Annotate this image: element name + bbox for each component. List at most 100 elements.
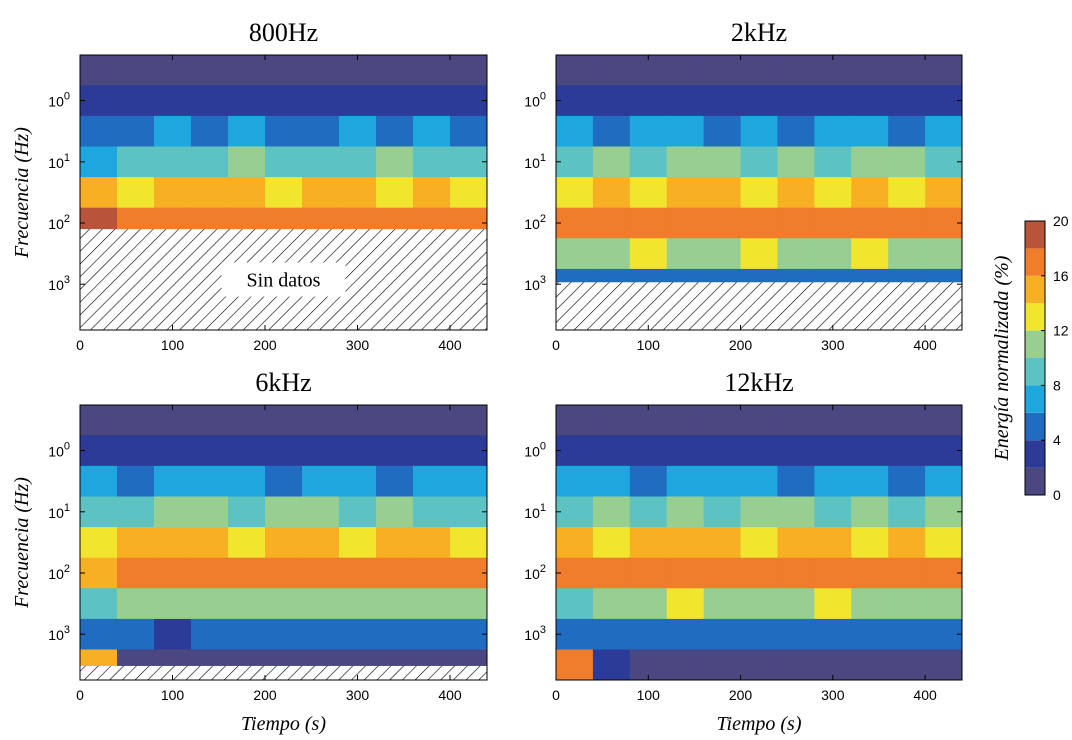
contour-cell	[117, 465, 155, 497]
colorbar-tick-label: 12	[1053, 323, 1069, 339]
contour-cell	[666, 115, 705, 147]
contour-cell	[777, 465, 815, 497]
contour-cell	[740, 588, 778, 620]
contour-cell	[703, 435, 742, 467]
contour-cell	[777, 557, 815, 589]
contour-cell	[592, 649, 631, 680]
contour-cell	[154, 557, 192, 589]
contour-cell	[777, 55, 815, 86]
contour-cell	[556, 588, 594, 620]
plot-area	[556, 405, 962, 680]
contour-cell	[117, 527, 155, 559]
contour-cell	[925, 465, 962, 497]
contour-cell	[154, 115, 192, 147]
colorbar-segment	[1025, 385, 1045, 413]
plot-area	[80, 55, 487, 330]
contour-cell	[191, 115, 229, 147]
contour-cell	[154, 496, 192, 528]
contour-cell	[80, 146, 118, 178]
contour-cell	[703, 238, 742, 270]
contour-cell	[556, 177, 594, 209]
contour-cell	[888, 588, 926, 620]
contour-cell	[666, 146, 705, 178]
contour-cell	[450, 465, 487, 497]
contour-cell	[265, 465, 303, 497]
contour-cell	[80, 115, 118, 147]
contour-cell	[191, 85, 229, 117]
contour-cell	[814, 435, 852, 467]
contour-cell	[80, 55, 118, 86]
y-tick-label: 101	[48, 502, 70, 521]
contour-cell	[740, 115, 778, 147]
contour-cell	[376, 618, 414, 651]
contour-cell	[592, 55, 631, 86]
plot-frame	[79, 404, 488, 681]
contour-cell	[191, 55, 229, 86]
contour-cell	[191, 588, 229, 620]
plot-frame	[555, 404, 963, 681]
colorbar-segment	[1025, 440, 1045, 468]
contour-cell	[629, 115, 668, 147]
x-tick-label: 100	[637, 687, 661, 703]
contour-cell	[413, 85, 451, 117]
colorbar-segment	[1025, 412, 1045, 441]
x-tick-label: 300	[346, 337, 370, 353]
contour-cell	[450, 588, 487, 620]
contour-cell	[413, 146, 451, 178]
contour-cell	[740, 557, 778, 589]
x-tick-label: 300	[821, 687, 845, 703]
contour-cell	[556, 465, 594, 497]
no-data-region	[80, 665, 487, 680]
x-tick-label: 0	[552, 337, 560, 353]
contour-cell	[703, 588, 742, 620]
contour-cell	[302, 115, 340, 147]
contour-cell	[265, 405, 303, 436]
contour-cell	[740, 618, 778, 651]
x-tick-label: 200	[729, 687, 753, 703]
contour-cell	[925, 496, 962, 528]
contour-cell	[777, 618, 815, 651]
contour-cell	[851, 115, 889, 147]
contour-cell	[925, 557, 962, 589]
contour-cell	[450, 55, 487, 86]
y-tick-label: 101	[48, 152, 70, 171]
contour-cell	[117, 55, 155, 86]
contour-cell	[814, 146, 852, 178]
panel-title: 800Hz	[249, 18, 318, 47]
contour-cell	[666, 557, 705, 589]
contour-cell	[703, 115, 742, 147]
contour-cell	[851, 55, 889, 86]
contour-cell	[888, 115, 926, 147]
contour-cell	[376, 85, 414, 117]
contour-cell	[888, 496, 926, 528]
contour-cell	[814, 207, 852, 239]
contour-cell	[925, 207, 962, 239]
contour-cell	[888, 435, 926, 467]
contour-cell	[851, 207, 889, 239]
y-tick-label: 101	[524, 502, 546, 521]
contour-cell	[740, 465, 778, 497]
contour-cell	[228, 177, 266, 209]
contour-cell	[450, 85, 487, 117]
contour-cell	[740, 207, 778, 239]
contour-cell	[666, 238, 705, 270]
contour-cell	[339, 527, 377, 559]
contour-cell	[888, 465, 926, 497]
y-tick-label: 103	[48, 274, 70, 293]
contour-cell	[740, 238, 778, 270]
contour-cell	[80, 618, 118, 651]
contour-cell	[265, 55, 303, 86]
contour-cell	[413, 496, 451, 528]
colorbar-segment	[1025, 221, 1045, 249]
contour-cell	[376, 465, 414, 497]
contour-cell	[376, 527, 414, 559]
panel-title: 6kHz	[255, 368, 311, 397]
contour-cell	[413, 115, 451, 147]
y-tick-label: 100	[48, 91, 70, 110]
contour-cell	[376, 405, 414, 436]
contour-cell	[925, 55, 962, 86]
contour-cell	[556, 527, 594, 559]
contour-cell	[777, 435, 815, 467]
x-tick-label: 100	[161, 337, 185, 353]
contour-cell	[666, 55, 705, 86]
